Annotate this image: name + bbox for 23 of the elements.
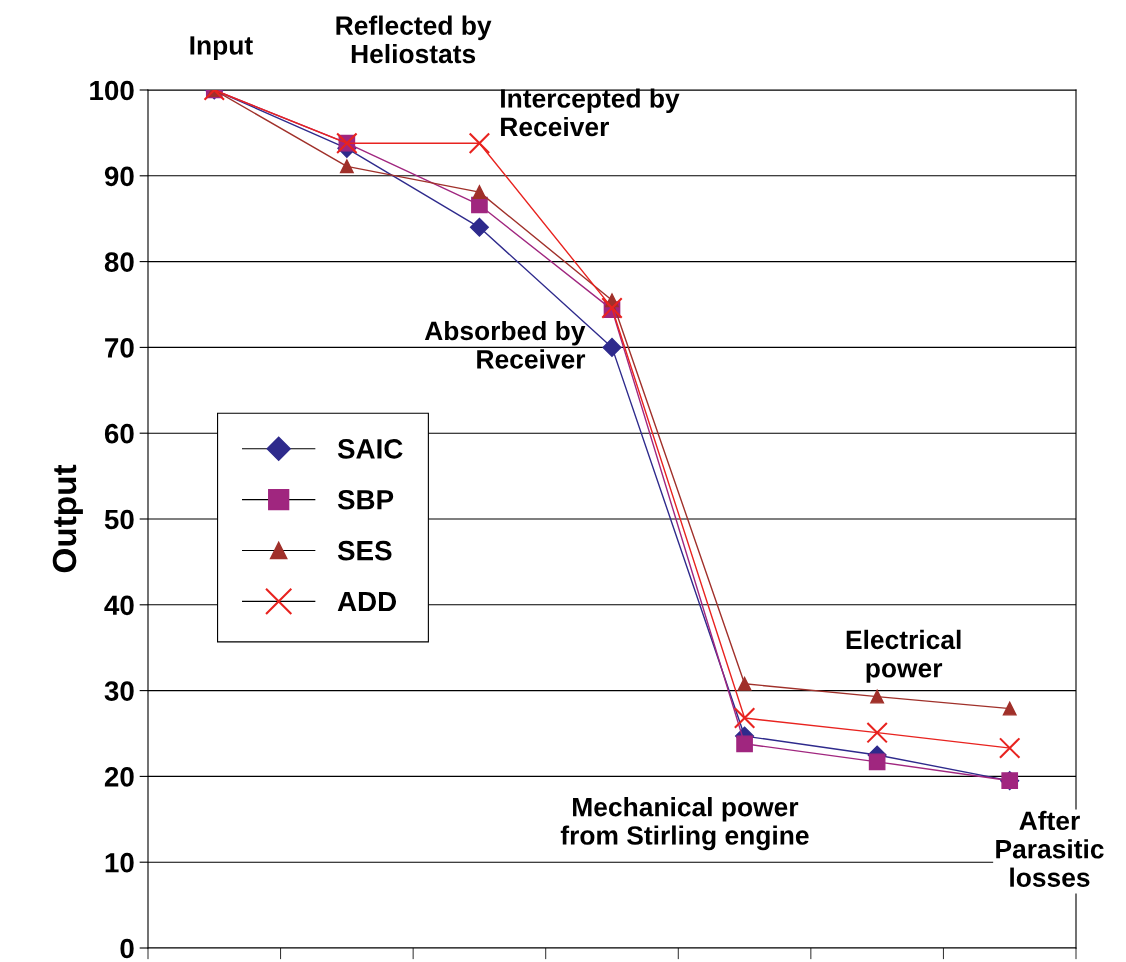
y-tick-label: 10	[105, 852, 134, 873]
annotation: Mechanical power from Stirling engine	[560, 797, 809, 851]
legend-label: SES	[337, 540, 392, 561]
y-tick-label: 80	[104, 252, 134, 272]
annotation: Intercepted by Receiver	[501, 88, 680, 137]
y-tick-label: 30	[104, 681, 134, 701]
legend-label: ADD	[337, 591, 397, 612]
legend-label: SAIC	[337, 439, 403, 459]
text: Reflected by Heliostats	[336, 15, 492, 64]
y-tick-label: 100	[90, 80, 134, 101]
text: Input	[190, 36, 253, 60]
annotation: After Parasitic losses	[996, 810, 1104, 887]
y-axis-title: Output	[52, 464, 83, 573]
legend-label: SBP	[337, 489, 394, 510]
annotation: Electrical power	[846, 629, 961, 683]
y-tick-label: 90	[104, 166, 134, 187]
y-tick-label: 20	[104, 767, 134, 787]
y-tick-label: 70	[105, 338, 134, 358]
y-tick-label: 0	[120, 938, 134, 959]
y-tick-label: 50	[104, 509, 134, 530]
y-tick-label: 40	[104, 595, 134, 616]
annotation: Absorbed by Receiver	[424, 320, 586, 369]
y-tick-label: 60	[104, 423, 134, 444]
